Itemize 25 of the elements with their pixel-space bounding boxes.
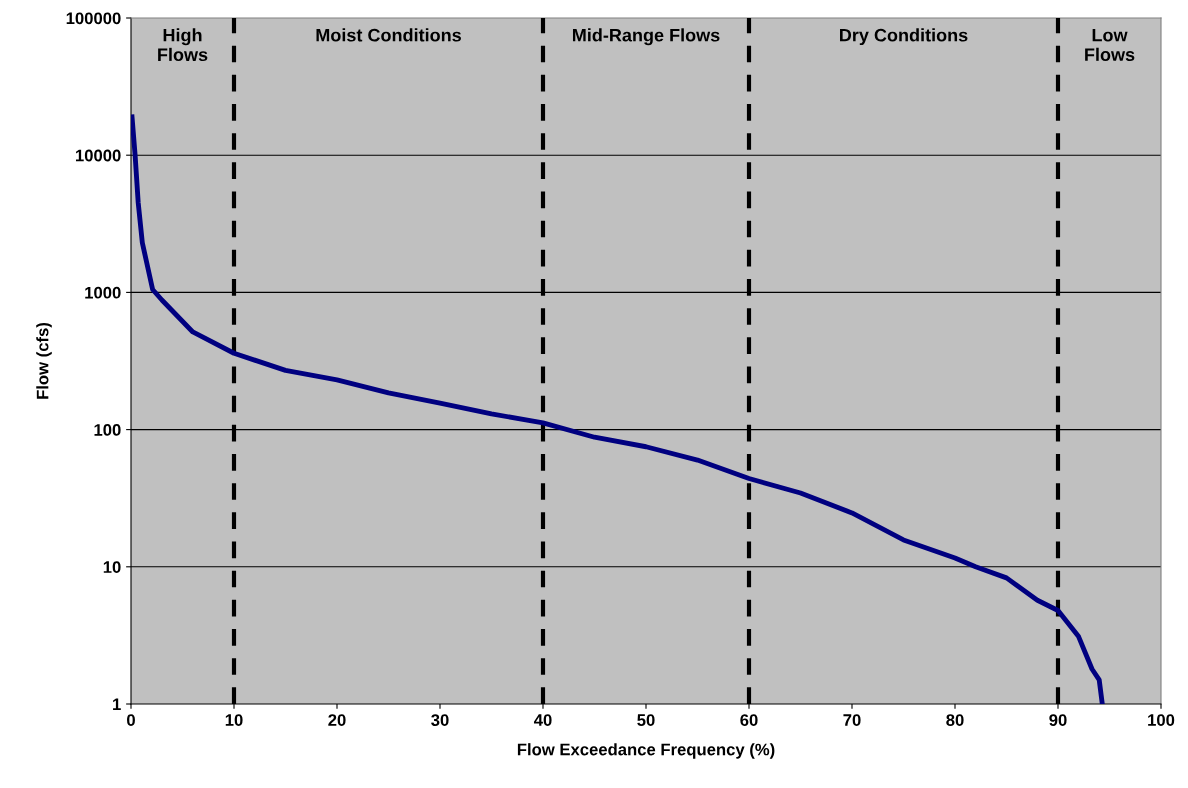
x-tick-label: 70 — [843, 714, 861, 726]
line-series — [131, 114, 1105, 704]
x-tick-label: 50 — [637, 714, 655, 726]
x-tick-label: 90 — [1049, 714, 1067, 726]
band-label: Low Flows — [1085, 28, 1135, 61]
band-label: Mid-Range Flows — [572, 28, 720, 46]
x-tick-label: 100 — [1148, 714, 1175, 726]
x-tick-label: 10 — [225, 714, 243, 726]
x-tick-label: 0 — [127, 714, 135, 726]
x-tick-label: 30 — [431, 714, 449, 726]
band-label: Dry Conditions — [840, 28, 968, 46]
y-tick-label: 1000 — [85, 286, 121, 299]
y-tick-label: 100000 — [66, 12, 121, 25]
band-label: High Flows — [158, 28, 208, 62]
y-axis-title: Flow (cfs) — [36, 322, 52, 399]
y-tick-label: 1 — [113, 698, 121, 711]
x-tick-label: 60 — [740, 714, 758, 726]
x-axis-title: Flow Exceedance Frequency (%) — [517, 743, 775, 759]
x-tick-label: 20 — [328, 714, 346, 726]
x-tick-label: 40 — [533, 714, 552, 726]
y-tick-label: 10000 — [75, 149, 121, 162]
y-tick-label: 100 — [94, 424, 121, 436]
y-tick-label: 10 — [103, 561, 121, 573]
band-label: Moist Conditions — [316, 28, 461, 42]
x-tick-label: 80 — [946, 714, 964, 726]
